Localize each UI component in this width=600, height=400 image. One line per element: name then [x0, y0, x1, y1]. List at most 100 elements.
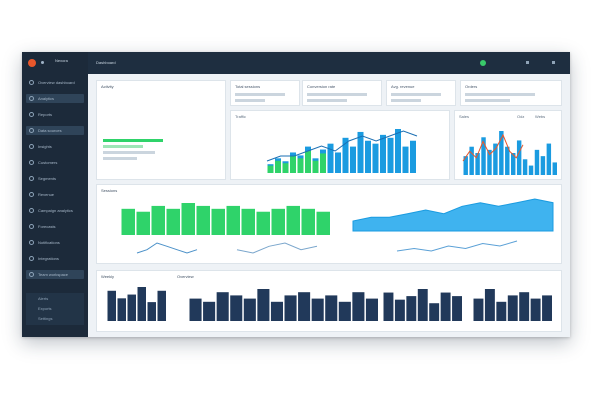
chart-bar — [530, 298, 541, 321]
panel-subtitle: Overview — [177, 274, 194, 279]
chart-bar — [305, 151, 311, 173]
sidebar-item[interactable]: Overview dashboard — [26, 78, 84, 87]
sidebar-item[interactable]: Segments — [26, 174, 84, 183]
logo-icon — [28, 59, 36, 67]
chart-bar — [406, 296, 417, 321]
kpi-bar — [235, 93, 285, 96]
sidebar-subpanel: Alerts Exports Settings — [26, 293, 84, 325]
chart-bar — [166, 208, 180, 235]
sidebar-item[interactable]: Integrations — [26, 254, 84, 263]
sales-chart-panel: Sales Odz Webs — [454, 110, 562, 180]
chart-bar — [507, 295, 518, 321]
progress-bar — [103, 145, 143, 148]
sidebar: Nexora Overview dashboard Analytics Report… — [22, 52, 88, 337]
chart-bar — [452, 296, 462, 321]
kpi-bar — [307, 99, 347, 102]
chart-bar — [301, 208, 315, 235]
sidebar-item[interactable]: Customers — [26, 158, 84, 167]
bell-icon — [29, 240, 34, 245]
chart-bar — [542, 295, 552, 321]
kpi-label: Avg. revenue — [391, 84, 415, 89]
chart-bar — [290, 155, 296, 173]
chart-bar — [487, 149, 492, 175]
kpi-card[interactable]: Total sessions — [230, 80, 300, 106]
plug-icon — [29, 256, 34, 261]
chart-bar — [137, 287, 146, 321]
kpi-bar — [465, 99, 510, 102]
chart-bar — [107, 290, 116, 321]
mid-row-panel: Sessions — [96, 184, 562, 264]
sidebar-sub-item[interactable]: Alerts — [38, 296, 49, 301]
chart-bar — [516, 140, 522, 175]
kpi-card[interactable]: Avg. revenue — [386, 80, 456, 106]
chart-bar — [372, 143, 379, 173]
chart-bar — [417, 289, 428, 321]
traffic-chart — [266, 129, 418, 173]
sidebar-item-label: Integrations — [38, 256, 59, 261]
chart-bar — [117, 298, 126, 321]
sidebar-item[interactable]: Reports — [26, 110, 84, 119]
grid-icon — [29, 272, 34, 277]
chart-bar — [481, 137, 486, 175]
kpi-card[interactable]: Orders — [460, 80, 562, 106]
sidebar-item[interactable]: Data sources — [26, 126, 84, 135]
chart-bar — [257, 289, 270, 321]
sidebar-item[interactable]: Notifications — [26, 238, 84, 247]
sidebar-sub-item[interactable]: Exports — [38, 306, 52, 311]
chart-bar — [226, 205, 240, 235]
activity-chart — [103, 139, 163, 160]
users-icon — [29, 160, 34, 165]
chart-bar — [316, 211, 330, 235]
sidebar-item[interactable]: Analytics — [26, 94, 84, 103]
kpi-bar — [465, 93, 535, 96]
chart-bar — [338, 301, 351, 321]
kpi-card[interactable]: Conversion rate — [302, 80, 382, 106]
chart-bar — [270, 301, 283, 321]
chart-bar — [493, 143, 498, 175]
panel-title: Traffic — [235, 114, 246, 119]
chart-bar — [410, 140, 416, 173]
chart-bar — [327, 143, 334, 173]
chart-bar — [380, 134, 386, 173]
dollar-icon — [29, 192, 34, 197]
bulb-icon — [29, 144, 34, 149]
chart-bar — [157, 290, 166, 321]
chart-bar — [365, 140, 371, 173]
sidebar-item[interactable]: Forecasts — [26, 222, 84, 231]
kpi-label: Conversion rate — [307, 84, 336, 89]
panel-title: Activity — [101, 84, 114, 89]
brand-name: Nexora — [55, 58, 68, 63]
chart-bar — [151, 205, 165, 235]
kpi-bar — [391, 93, 441, 96]
chart-bar — [136, 211, 150, 235]
minimize-icon[interactable] — [526, 61, 529, 64]
chart-bar — [211, 208, 225, 235]
sidebar-item-label: Overview dashboard — [38, 80, 75, 85]
menu-icon[interactable] — [552, 61, 555, 64]
panel-title: Sessions — [101, 188, 118, 193]
progress-bar — [103, 157, 137, 160]
logo-dot — [41, 61, 44, 64]
top-bar: Dashboard — [88, 52, 570, 74]
chart-bar — [320, 153, 326, 173]
kpi-label: Total sessions — [235, 84, 261, 89]
chart-bar — [440, 292, 451, 321]
chart-bar — [282, 163, 289, 173]
sidebar-item[interactable]: Campaign analytics — [26, 206, 84, 215]
chart-bar — [511, 153, 516, 175]
progress-bar — [103, 139, 163, 142]
kpi-label: Orders — [465, 84, 478, 89]
tab-label[interactable]: Odz — [517, 114, 525, 119]
sidebar-sub-item[interactable]: Settings — [38, 316, 53, 321]
series-line — [396, 240, 518, 252]
sidebar-item[interactable]: Insights — [26, 142, 84, 151]
chart-bar — [350, 146, 356, 173]
chart-bar — [469, 146, 474, 175]
kpi-bar — [391, 99, 421, 102]
sidebar-item[interactable]: Revenue — [26, 190, 84, 199]
chart-bar — [335, 152, 341, 173]
database-icon — [29, 128, 34, 133]
tab-label[interactable]: Webs — [535, 114, 546, 119]
home-icon — [29, 80, 34, 85]
sidebar-item[interactable]: Team workspace — [26, 270, 84, 279]
